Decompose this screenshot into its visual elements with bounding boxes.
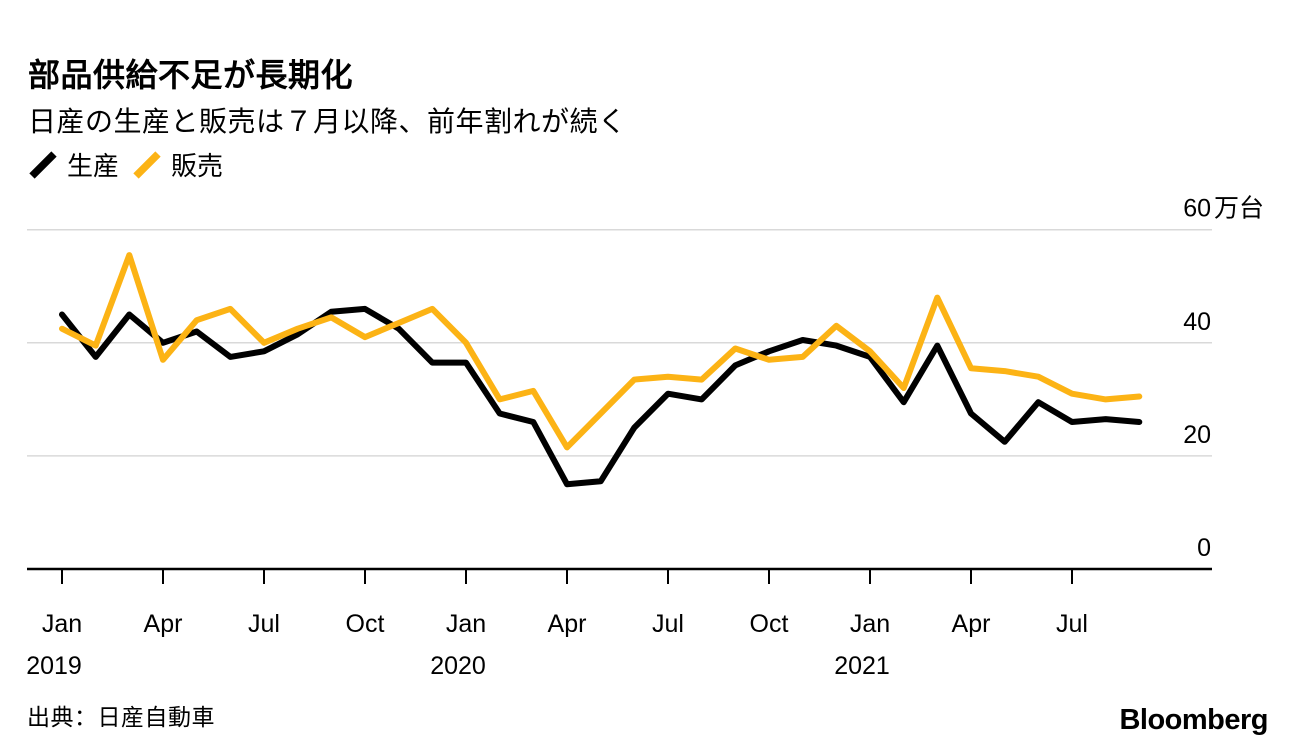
- y-axis-tick-label: 0: [1197, 534, 1211, 562]
- source-note: 出典：日産自動車: [27, 704, 215, 730]
- y-axis-tick-label: 20: [1183, 421, 1211, 449]
- y-axis-tick-label: 60: [1183, 195, 1211, 223]
- x-axis-year-label: 2019: [26, 652, 82, 680]
- x-axis-month-label: Apr: [144, 610, 183, 638]
- page-title: 部品供給不足が長期化: [28, 57, 354, 93]
- x-axis-month-label: Apr: [952, 610, 991, 638]
- x-axis-month-label: Jan: [446, 610, 486, 638]
- x-axis-year-label: 2021: [834, 652, 890, 680]
- page-subtitle: 日産の生産と販売は７月以降、前年割れが続く: [28, 106, 627, 137]
- x-axis-year-label: 2020: [430, 652, 486, 680]
- x-axis-month-label: Jul: [1056, 610, 1088, 638]
- legend-label-production: 生産: [67, 151, 120, 181]
- x-axis-month-label: Jul: [248, 610, 280, 638]
- legend-item-production: 生産: [28, 146, 119, 183]
- bloomberg-logo: Bloomberg: [1119, 704, 1268, 736]
- x-axis-month-label: Jan: [850, 610, 890, 638]
- x-axis-month-label: Jul: [652, 610, 684, 638]
- production-line-swatch-icon: [29, 150, 57, 179]
- sales-line-swatch-icon: [133, 150, 161, 179]
- y-axis-tick-label: 40: [1183, 308, 1211, 336]
- legend-item-sales: 販売: [132, 146, 223, 183]
- series-line-sales: [59, 252, 1143, 451]
- chart-legend: 生産 販売: [28, 146, 223, 183]
- x-axis-month-label: Apr: [548, 610, 587, 638]
- y-axis-unit-label: 万台: [1214, 195, 1264, 223]
- series-line-production: [59, 305, 1143, 488]
- x-axis-month-label: Jan: [42, 610, 82, 638]
- x-axis-month-label: Oct: [346, 610, 385, 638]
- legend-label-sales: 販売: [171, 151, 224, 181]
- line-chart: 60 万台 40 20 0 Jan 2019 Apr Jul Oct Jan 2020 Apr Jul Oc…: [26, 195, 1264, 680]
- x-axis-month-label: Oct: [750, 610, 789, 638]
